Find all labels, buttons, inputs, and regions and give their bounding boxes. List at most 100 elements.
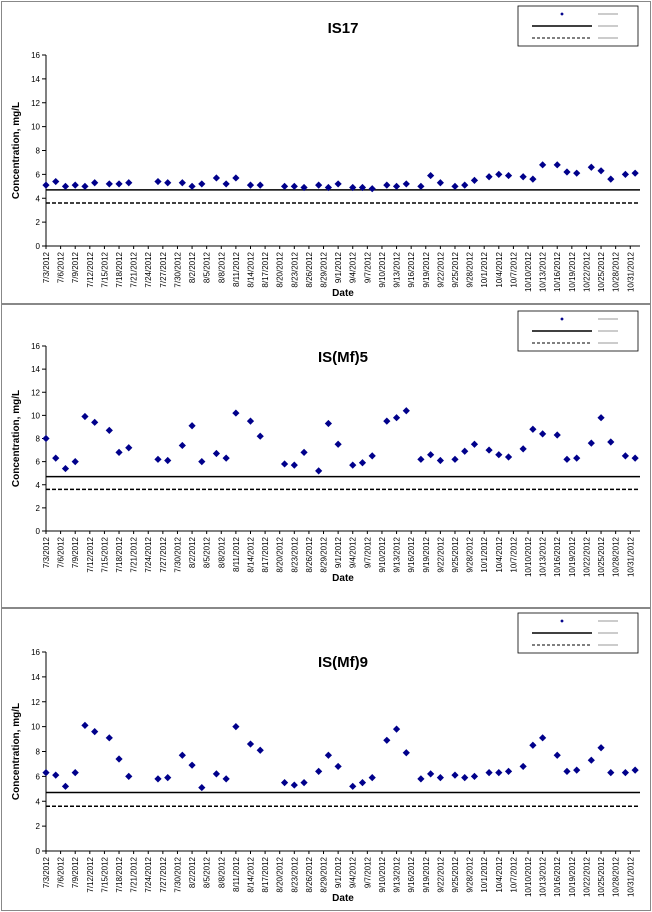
x-tick-label: 9/25/2012 [451,536,460,572]
data-point [315,767,323,775]
x-tick-label: 10/22/2012 [582,251,591,292]
data-point [451,182,459,190]
data-point [427,171,435,180]
data-point [81,721,89,729]
x-tick-label: 10/4/2012 [495,856,504,892]
x-tick-label: 7/3/2012 [42,251,51,283]
data-point [315,181,323,189]
data-point [232,723,240,731]
data-point [61,182,70,190]
data-point [597,414,605,422]
data-point [529,425,537,433]
data-point [164,179,172,187]
x-tick-label: 10/10/2012 [524,856,533,897]
data-point [125,772,133,780]
data-point [334,440,342,448]
x-tick-label: 9/13/2012 [393,856,402,892]
x-tick-label: 9/25/2012 [451,251,460,287]
data-point [246,181,255,189]
x-tick-label: 7/18/2012 [115,251,124,287]
data-point [222,775,230,783]
chart-2-svg: IS(Mf)5 0 2 4 6 8 10 12 14 16 Concentration, mg/L 7… [11,310,640,584]
data-point [61,782,70,790]
y-tick-label: 12 [31,388,40,397]
x-tick-label: 7/3/2012 [42,536,51,568]
x-tick-label: 7/12/2012 [86,536,95,572]
data-point [164,456,172,465]
data-point [402,407,410,415]
x-tick-label: 7/15/2012 [100,536,109,572]
x-tick-label: 8/8/2012 [217,251,226,283]
x-tick-label: 8/20/2012 [276,856,285,892]
y-tick-label: 0 [36,527,41,536]
data-point [529,175,537,183]
y-axis-label: Concentration, mg/L [11,703,22,800]
data-point [504,767,513,775]
data-point [368,452,376,460]
x-tick-label: 7/30/2012 [173,856,182,892]
x-tick-label: 9/4/2012 [349,536,358,568]
data-point [212,449,221,458]
data-point [597,744,605,752]
data-point [417,455,425,463]
y-tick-label: 2 [36,822,41,831]
x-tick-label: 8/2/2012 [188,251,197,283]
y-tick-label: 0 [36,847,41,856]
x-tick-label: 10/1/2012 [480,856,489,892]
data-point [573,169,581,177]
x-tick-label: 9/13/2012 [393,251,402,287]
data-point [125,179,133,187]
data-point [222,454,230,462]
data-point [485,446,493,454]
x-tick-label: 8/17/2012 [261,536,270,572]
data-point [383,181,391,189]
data-point [573,766,581,774]
data-point [485,769,493,777]
data-point [222,180,230,188]
x-tick-label: 7/12/2012 [86,856,95,892]
data-point [91,728,99,736]
x-tick-label: 9/16/2012 [407,856,416,892]
data-point [71,769,79,777]
data-point [631,169,639,177]
data-point [383,417,391,425]
x-tick-label: 9/13/2012 [393,536,402,572]
x-tick-label: 8/26/2012 [305,251,314,287]
data-point [504,453,513,461]
data-point [91,418,99,426]
x-tick-label: 10/25/2012 [597,251,606,292]
data-point [368,185,376,193]
x-tick-label: 8/14/2012 [246,856,255,892]
x-tick-label: 8/14/2012 [246,251,255,287]
data-point [607,438,615,446]
data-point [105,426,113,435]
x-axis-label: Date [332,288,354,299]
x-tick-label: 9/19/2012 [422,856,431,892]
x-tick-label: 7/21/2012 [130,251,139,287]
x-tick-label: 10/13/2012 [539,856,548,897]
data-point [290,182,298,190]
data-point [42,434,50,443]
data-point [115,755,123,763]
x-tick-label: 7/15/2012 [100,251,109,287]
data-point [470,440,479,448]
y-tick-label: 16 [31,648,40,657]
data-point [164,774,172,782]
data-point [621,170,629,178]
data-point [392,414,401,422]
y-tick-label: 8 [36,147,41,156]
data-point [358,459,367,467]
data-point [324,751,332,759]
data-point [81,412,89,421]
x-tick-label: 9/22/2012 [436,251,445,287]
data-point [280,460,289,468]
x-tick-label: 10/22/2012 [582,536,591,577]
x-tick-label: 10/16/2012 [553,856,562,897]
x-tick-label: 8/11/2012 [232,536,241,572]
y-tick-label: 14 [31,673,40,682]
x-tick-label: 10/7/2012 [509,536,518,572]
y-tick-label: 8 [36,748,41,757]
data-point [256,181,264,189]
x-tick-label: 8/11/2012 [232,856,241,892]
data-point [402,749,410,757]
